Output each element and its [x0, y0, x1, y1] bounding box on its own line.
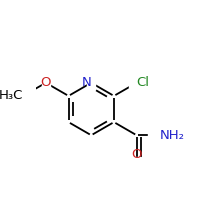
- Bar: [148, 130, 171, 140]
- Text: Cl: Cl: [137, 76, 150, 89]
- Bar: [129, 78, 145, 88]
- Text: N: N: [81, 76, 91, 89]
- Bar: [42, 78, 50, 88]
- Bar: [87, 78, 95, 88]
- Text: O: O: [41, 76, 51, 89]
- Bar: [11, 91, 35, 101]
- Text: O: O: [131, 148, 142, 161]
- Text: H₃C: H₃C: [0, 89, 23, 102]
- Bar: [132, 157, 141, 166]
- Text: NH₂: NH₂: [159, 129, 184, 142]
